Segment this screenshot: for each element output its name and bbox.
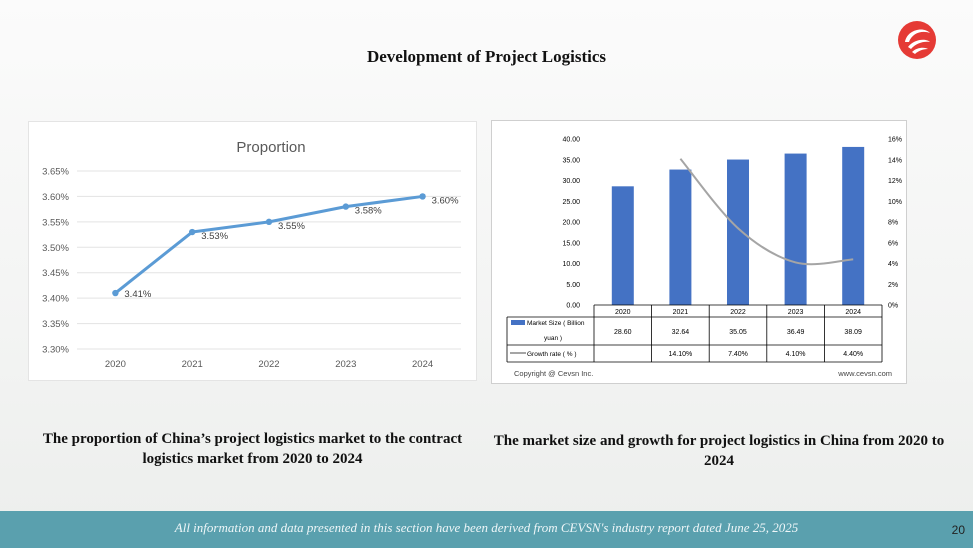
y-left-tick-label: 0.00 <box>566 303 580 310</box>
market-size-chart-panel: 0.00 5.00 10.00 15.00 20.00 25.00 30.00 35.00 40… <box>491 120 907 384</box>
market-size-chart-caption: The market size and growth for project l… <box>493 433 945 469</box>
proportion-chart-caption: The proportion of China’s project logist… <box>42 431 463 467</box>
y-right-tick-label: 10% <box>888 199 902 206</box>
market-size-bar <box>669 169 692 305</box>
y-tick-label: 3.55% <box>42 217 69 228</box>
x-tick-label: 2023 <box>788 309 804 316</box>
market-size-bar <box>611 186 634 305</box>
footer-bar: All information and data presented in th… <box>0 511 973 548</box>
table-growth-value: 14.10% <box>669 351 693 358</box>
y-right-tick-label: 4% <box>888 261 898 268</box>
x-tick-label: 2022 <box>730 309 746 316</box>
market-size-bar <box>784 153 807 305</box>
market-size-combo-chart: 0.00 5.00 10.00 15.00 20.00 25.00 30.00 35.00 40… <box>506 137 902 378</box>
y-tick-label: 3.45% <box>42 268 69 279</box>
table-growth-value: 4.10% <box>786 351 806 358</box>
growth-rate-line <box>679 158 854 266</box>
data-label: 3.55% <box>278 221 305 232</box>
y-tick-label: 3.50% <box>42 243 69 254</box>
y-left-tick-label: 5.00 <box>566 282 580 289</box>
data-point <box>342 203 349 210</box>
page-title: Development of Project Logistics <box>366 47 607 66</box>
data-point <box>419 193 426 200</box>
proportion-line-chart: Proportion 3.30% 3.35% 3.40% 3.45% 3.50% 3.55%… <box>42 139 461 370</box>
x-tick-label: 2020 <box>105 359 126 370</box>
table-growth-value: 4.40% <box>843 351 863 358</box>
legend-bar-key <box>511 320 525 325</box>
y-right-tick-label: 8% <box>888 220 898 227</box>
y-left-tick-label: 10.00 <box>562 261 580 268</box>
table-market-size-value: 36.49 <box>787 329 805 336</box>
y-tick-label: 3.35% <box>42 319 69 330</box>
data-label: 3.60% <box>432 195 459 206</box>
y-left-tick-label: 25.00 <box>562 199 580 206</box>
y-tick-label: 3.40% <box>42 294 69 305</box>
x-tick-label: 2024 <box>845 309 861 316</box>
data-label: 3.53% <box>201 231 228 242</box>
legend-market-size-label-cont: yuan ) <box>544 335 562 342</box>
y-tick-label: 3.65% <box>42 167 69 178</box>
table-market-size-value: 28.60 <box>614 329 632 336</box>
red-swirl-logo-icon <box>898 21 936 59</box>
y-left-tick-label: 15.00 <box>562 240 580 247</box>
proportion-chart-panel: Proportion 3.30% 3.35% 3.40% 3.45% 3.50% 3.55%… <box>28 121 477 381</box>
chart-copyright: Copyright @ Cevsn Inc. <box>514 369 593 378</box>
y-right-tick-label: 12% <box>888 178 902 185</box>
data-point <box>112 289 119 297</box>
chart-title: Proportion <box>236 139 305 156</box>
market-size-bar <box>727 159 749 305</box>
y-tick-label: 3.60% <box>42 192 69 203</box>
y-left-tick-label: 20.00 <box>562 220 580 227</box>
x-tick-label: 2020 <box>615 309 631 316</box>
legend-market-size-label: Market Size ( Billion <box>527 320 585 327</box>
y-left-tick-label: 35.00 <box>562 157 580 164</box>
data-label: 3.58% <box>355 206 382 217</box>
y-right-tick-label: 16% <box>888 137 902 144</box>
y-right-tick-label: 6% <box>888 240 898 247</box>
table-growth-value: 7.40% <box>728 351 748 358</box>
footer-disclaimer: All information and data presented in th… <box>174 520 799 535</box>
x-tick-label: 2021 <box>673 309 689 316</box>
x-tick-label: 2021 <box>182 359 203 370</box>
x-tick-label: 2022 <box>258 359 279 370</box>
legend-growth-label: Growth rate ( % ) <box>527 351 576 358</box>
chart-website: www.cevsn.com <box>837 369 892 378</box>
y-right-tick-label: 14% <box>888 157 902 164</box>
y-left-tick-label: 40.00 <box>562 137 580 144</box>
y-tick-label: 3.30% <box>42 345 69 356</box>
y-right-tick-label: 0% <box>888 303 898 310</box>
data-point <box>189 228 196 236</box>
data-point <box>265 218 273 226</box>
x-tick-label: 2024 <box>412 359 433 370</box>
market-size-bar <box>842 146 865 305</box>
data-label: 3.41% <box>124 289 151 300</box>
table-market-size-value: 38.09 <box>844 329 862 336</box>
y-right-tick-label: 2% <box>888 282 898 289</box>
page-number: 20 <box>951 523 965 537</box>
table-market-size-value: 32.64 <box>672 329 690 336</box>
table-market-size-value: 35.05 <box>729 329 747 336</box>
y-left-tick-label: 30.00 <box>562 178 580 185</box>
x-tick-label: 2023 <box>335 359 356 370</box>
